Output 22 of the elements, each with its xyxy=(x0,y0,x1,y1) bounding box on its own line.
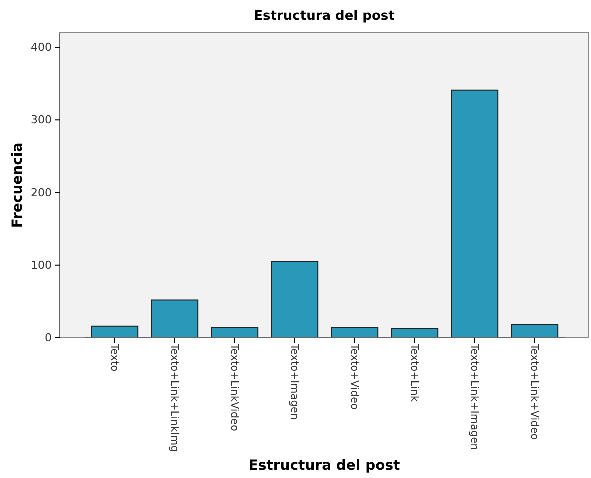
x-axis-title: Estructura del post xyxy=(248,458,401,474)
x-tick-label: Texto+Imagen xyxy=(288,343,300,420)
x-tick-label: Texto xyxy=(108,343,120,372)
y-axis-title: Frecuencia xyxy=(10,142,26,228)
y-tick-label: 100 xyxy=(31,258,52,272)
x-tick-label: Texto+Link+Video xyxy=(528,343,540,440)
bar xyxy=(151,300,199,338)
bar xyxy=(511,324,559,338)
x-tick-label: Texto+Link+Imagen xyxy=(468,343,480,450)
bar xyxy=(271,261,319,338)
x-tick-label: Texto+Video xyxy=(348,343,360,410)
y-tick-label: 300 xyxy=(31,114,52,127)
bar xyxy=(451,90,499,338)
x-tick-label: Texto+Link xyxy=(408,343,420,403)
bar xyxy=(391,328,439,338)
x-tick-label: Texto+Link+LinkImg xyxy=(168,343,180,452)
bar xyxy=(91,326,139,338)
y-tick-label: 0 xyxy=(45,332,52,345)
chart-title: Estructura del post xyxy=(254,9,395,24)
y-tick-label: 400 xyxy=(31,41,52,54)
y-tick-label: 200 xyxy=(31,186,52,200)
x-tick-label: Texto+LinkVideo xyxy=(228,343,240,432)
